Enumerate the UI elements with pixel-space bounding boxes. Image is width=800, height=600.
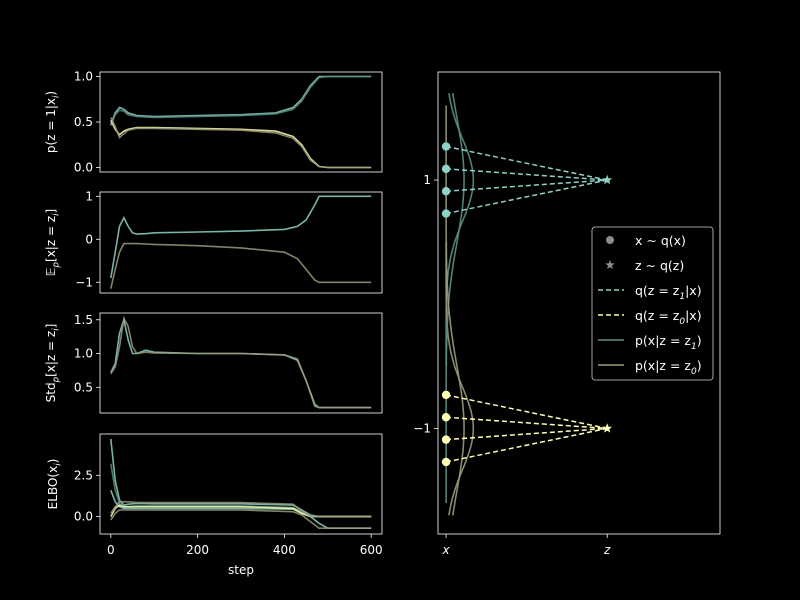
ytick-label: 1.5 bbox=[74, 313, 93, 327]
density-curve-4 bbox=[445, 105, 465, 516]
assignment-dashed-line bbox=[445, 145, 608, 181]
xtick-label: 400 bbox=[273, 543, 296, 557]
xtick-label: x bbox=[442, 543, 451, 557]
series-line-2-1 bbox=[110, 195, 372, 279]
ytick-label: 0.5 bbox=[74, 380, 93, 394]
axes-frame-1 bbox=[99, 71, 383, 173]
series-line-1-3 bbox=[110, 119, 372, 169]
axes-frame-4 bbox=[99, 433, 383, 535]
xtick-label: z bbox=[603, 543, 611, 557]
legend-label: q(z = z0|x) bbox=[635, 308, 702, 327]
series-line-1-2 bbox=[110, 75, 372, 126]
y-axis-label: Stdp[x|z = zi] bbox=[44, 324, 62, 403]
series-line-1-1 bbox=[110, 75, 372, 125]
legend-label: p(x|z = z1) bbox=[635, 333, 702, 352]
ytick-label: 1 bbox=[85, 189, 93, 203]
x-sample-point bbox=[441, 390, 451, 400]
assignment-dashed-line bbox=[445, 394, 608, 430]
series-line-4-6 bbox=[110, 501, 372, 518]
x-sample-point bbox=[441, 435, 451, 444]
ytick-label: 1 bbox=[423, 173, 431, 187]
legend-label: x ∼ q(x) bbox=[635, 233, 686, 248]
series-line-4-4 bbox=[110, 509, 372, 529]
assignment-dashed-line bbox=[446, 179, 608, 192]
legend-handle-star bbox=[605, 260, 615, 269]
density-curve-3 bbox=[445, 92, 465, 503]
ytick-label: 1.0 bbox=[74, 70, 93, 84]
ytick-label: −1 bbox=[75, 275, 93, 289]
ytick-label: 0.0 bbox=[74, 510, 93, 524]
x-sample-point bbox=[441, 164, 451, 174]
xtick-label: 0 bbox=[107, 543, 115, 557]
legend: x ∼ q(x) z ∼ q(z) q(z = z1|x) q(z = z0|x) p(… bbox=[591, 226, 714, 381]
legend-handle-circle bbox=[606, 236, 614, 244]
axes-frame-2 bbox=[99, 191, 383, 294]
z-sample-star bbox=[602, 423, 613, 433]
series-line-4-1 bbox=[110, 438, 372, 518]
plot-data bbox=[110, 75, 613, 529]
axes-frame-right bbox=[437, 71, 721, 535]
axes-frames bbox=[96, 71, 721, 538]
series-line-3-1 bbox=[110, 316, 372, 409]
x-sample-point bbox=[441, 413, 451, 422]
x-sample-point bbox=[441, 457, 451, 467]
legend-box bbox=[591, 226, 714, 381]
legend-label: p(x|z = z0) bbox=[635, 358, 702, 377]
ytick-label: −1 bbox=[413, 421, 431, 435]
series-line-4-3 bbox=[110, 489, 372, 529]
ytick-label: 0 bbox=[85, 232, 93, 246]
y-axis-label: p(z = 1|xi) bbox=[44, 91, 62, 153]
x-sample-point bbox=[441, 187, 451, 196]
xtick-label: 200 bbox=[186, 543, 209, 557]
ytick-label: 0.5 bbox=[74, 115, 93, 129]
series-line-4-5 bbox=[110, 504, 372, 518]
z-sample-star bbox=[602, 174, 613, 185]
assignment-dashed-line bbox=[445, 427, 608, 463]
legend-label: q(z = z1|x) bbox=[635, 283, 702, 302]
assignment-dashed-line bbox=[445, 179, 608, 215]
xtick-label: 600 bbox=[360, 543, 383, 557]
x-axis-label: step bbox=[228, 563, 254, 577]
series-line-2-2 bbox=[110, 242, 372, 289]
series-line-3-2 bbox=[110, 315, 372, 409]
ytick-label: 0.0 bbox=[74, 160, 93, 174]
y-axis-label: ELBO(xi) bbox=[46, 459, 64, 510]
axis-text: 0.0 0.5 1.0 p(z = 1|xi) −1 0 1 𝔼p[x|z = zi] 0.5 1… bbox=[44, 70, 611, 577]
assignment-dashed-line bbox=[446, 416, 608, 430]
legend-label: z ∼ q(z) bbox=[635, 258, 684, 273]
ytick-label: 2.5 bbox=[74, 468, 93, 482]
series-line-1-4 bbox=[110, 117, 372, 169]
y-axis-label: 𝔼p[x|z = zi] bbox=[44, 209, 62, 276]
x-sample-point bbox=[441, 209, 451, 218]
assignment-dashed-line bbox=[446, 168, 608, 181]
ytick-label: 1.0 bbox=[74, 347, 93, 361]
x-sample-point bbox=[441, 142, 451, 151]
axes-frame-3 bbox=[99, 312, 383, 414]
assignment-dashed-line bbox=[446, 427, 608, 441]
